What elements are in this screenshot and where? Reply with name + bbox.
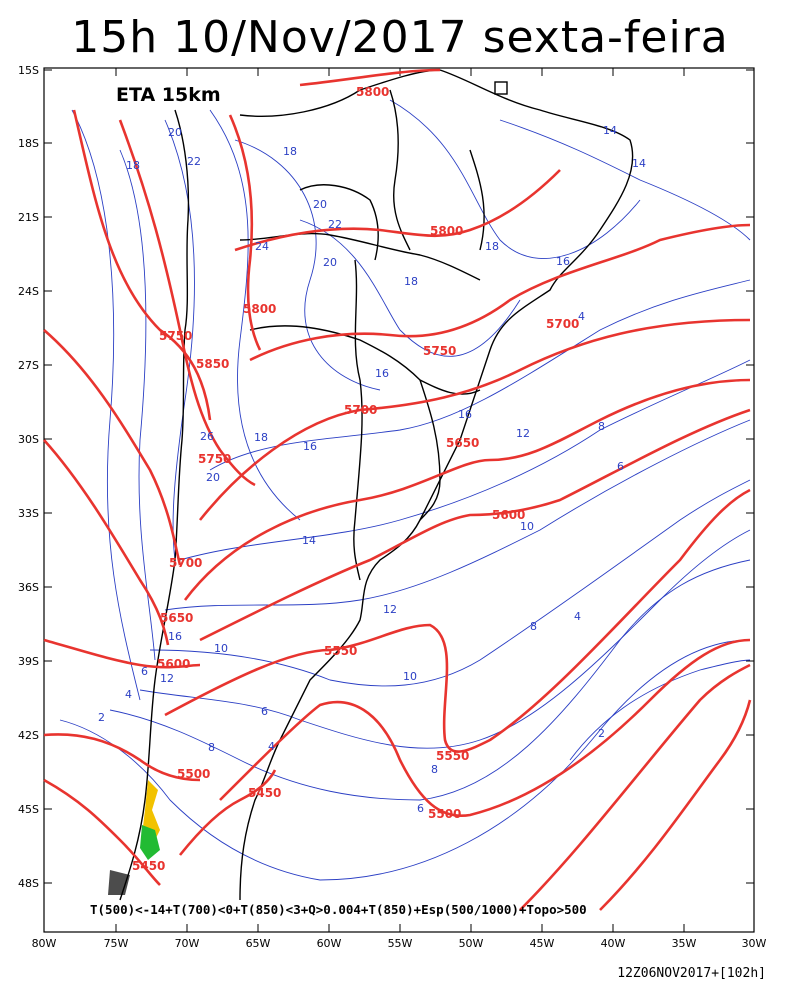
thickness-label: 5800: [430, 224, 463, 238]
lat-tick-label: 24S: [18, 285, 39, 298]
model-label: ETA 15km: [116, 84, 221, 106]
lon-tick-label: 65W: [246, 937, 271, 950]
temperature-label: 14: [632, 157, 646, 170]
lon-tick-label: 30W: [742, 937, 767, 950]
thickness-label: 5750: [423, 344, 456, 358]
temperature-label: 16: [168, 630, 182, 643]
temperature-label: 16: [556, 255, 570, 268]
thickness-label: 5700: [546, 317, 579, 331]
longitude-axis: 80W 75W 70W 65W 60W 55W 50W 45W 40W 35W …: [32, 68, 767, 950]
lon-tick-label: 45W: [530, 937, 555, 950]
lon-tick-label: 40W: [601, 937, 626, 950]
thickness-label: 5450: [248, 786, 281, 800]
lat-tick-label: 42S: [18, 729, 39, 742]
thickness-label: 5450: [132, 859, 165, 873]
legend-text: T(500)<-14+T(700)<0+T(850)<3+Q>0.004+T(8…: [90, 902, 587, 917]
temperature-label: 8: [208, 741, 215, 754]
temperature-label: 8: [598, 420, 605, 433]
lat-tick-label: 15S: [18, 64, 39, 77]
map-marker: [494, 81, 508, 95]
temperature-label: 14: [302, 534, 316, 547]
temperature-contours: [59, 99, 751, 881]
temperature-label: 16: [458, 408, 472, 421]
thickness-label: 5800: [243, 302, 276, 316]
temperature-label: 10: [403, 670, 417, 683]
lat-tick-label: 27S: [18, 359, 39, 372]
thickness-label: 5500: [177, 767, 210, 781]
temperature-label: 6: [141, 665, 148, 678]
thickness-label: 5550: [436, 749, 469, 763]
temperature-label: 16: [303, 440, 317, 453]
lat-tick-label: 36S: [18, 581, 39, 594]
temperature-label: 24: [255, 240, 269, 253]
thickness-label: 5700: [344, 403, 377, 417]
lat-tick-label: 45S: [18, 803, 39, 816]
map-title: 15h 10/Nov/2017 sexta-feira: [71, 12, 729, 63]
thickness-label-group: 5800 5800 5800 5750 5850 5750 5750 5700 …: [132, 85, 579, 873]
temperature-label: 12: [160, 672, 174, 685]
temperature-label: 20: [313, 198, 327, 211]
lat-tick-label: 48S: [18, 877, 39, 890]
thickness-label: 5500: [428, 807, 461, 821]
temperature-label: 20: [323, 256, 337, 269]
lon-tick-label: 50W: [459, 937, 484, 950]
thickness-label: 5700: [169, 556, 202, 570]
temperature-label: 6: [417, 802, 424, 815]
thickness-label: 5550: [324, 644, 357, 658]
temperature-label: 22: [328, 218, 342, 231]
temperature-label: 26: [200, 430, 214, 443]
lon-tick-label: 60W: [317, 937, 342, 950]
temperature-label: 4: [125, 688, 132, 701]
thickness-label: 5600: [157, 657, 190, 671]
temperature-label: 8: [431, 763, 438, 776]
lat-tick-label: 30S: [18, 433, 39, 446]
thickness-label: 5750: [198, 452, 231, 466]
temperature-label: 12: [516, 427, 530, 440]
snow-risk-area: [108, 780, 160, 895]
temperature-label: 18: [254, 431, 268, 444]
thickness-contours: [43, 68, 752, 911]
lat-tick-label: 33S: [18, 507, 39, 520]
lon-tick-label: 35W: [672, 937, 697, 950]
latitude-axis: 15S 18S 21S 24S 27S 30S 33S 36S 39S 42S …: [18, 64, 754, 890]
temperature-label: 22: [187, 155, 201, 168]
temperature-label: 4: [578, 310, 585, 323]
coastlines-and-borders: [119, 69, 634, 901]
thickness-label: 5650: [446, 436, 479, 450]
lon-tick-label: 70W: [175, 937, 200, 950]
temperature-label: 6: [261, 705, 268, 718]
thickness-label: 5800: [356, 85, 389, 99]
temperature-label: 20: [206, 471, 220, 484]
lat-tick-label: 39S: [18, 655, 39, 668]
lon-tick-label: 80W: [32, 937, 57, 950]
temperature-label: 14: [603, 124, 617, 137]
temperature-label: 18: [404, 275, 418, 288]
temperature-label: 12: [383, 603, 397, 616]
temperature-label: 4: [574, 610, 581, 623]
temperature-label: 8: [530, 620, 537, 633]
temperature-label: 2: [98, 711, 105, 724]
lon-tick-label: 75W: [104, 937, 129, 950]
run-info: 12Z06NOV2017+[102h]: [617, 966, 766, 981]
temperature-label: 4: [268, 740, 275, 753]
lat-tick-label: 21S: [18, 211, 39, 224]
temperature-label-group: 20 18 18 22 20 22 20 18 24 14 14 16 16 1…: [98, 124, 646, 815]
temperature-label: 10: [214, 642, 228, 655]
thickness-label: 5600: [492, 508, 525, 522]
lon-tick-label: 55W: [388, 937, 413, 950]
temperature-label: 18: [126, 159, 140, 172]
thickness-label: 5650: [160, 611, 193, 625]
temperature-label: 18: [485, 240, 499, 253]
thickness-label: 5850: [196, 357, 229, 371]
lat-tick-label: 18S: [18, 137, 39, 150]
thickness-label: 5750: [159, 329, 192, 343]
temperature-label: 2: [598, 727, 605, 740]
temperature-label: 16: [375, 367, 389, 380]
temperature-label: 6: [617, 460, 624, 473]
temperature-label: 18: [283, 145, 297, 158]
temperature-label: 20: [168, 126, 182, 139]
temperature-label: 10: [520, 520, 534, 533]
